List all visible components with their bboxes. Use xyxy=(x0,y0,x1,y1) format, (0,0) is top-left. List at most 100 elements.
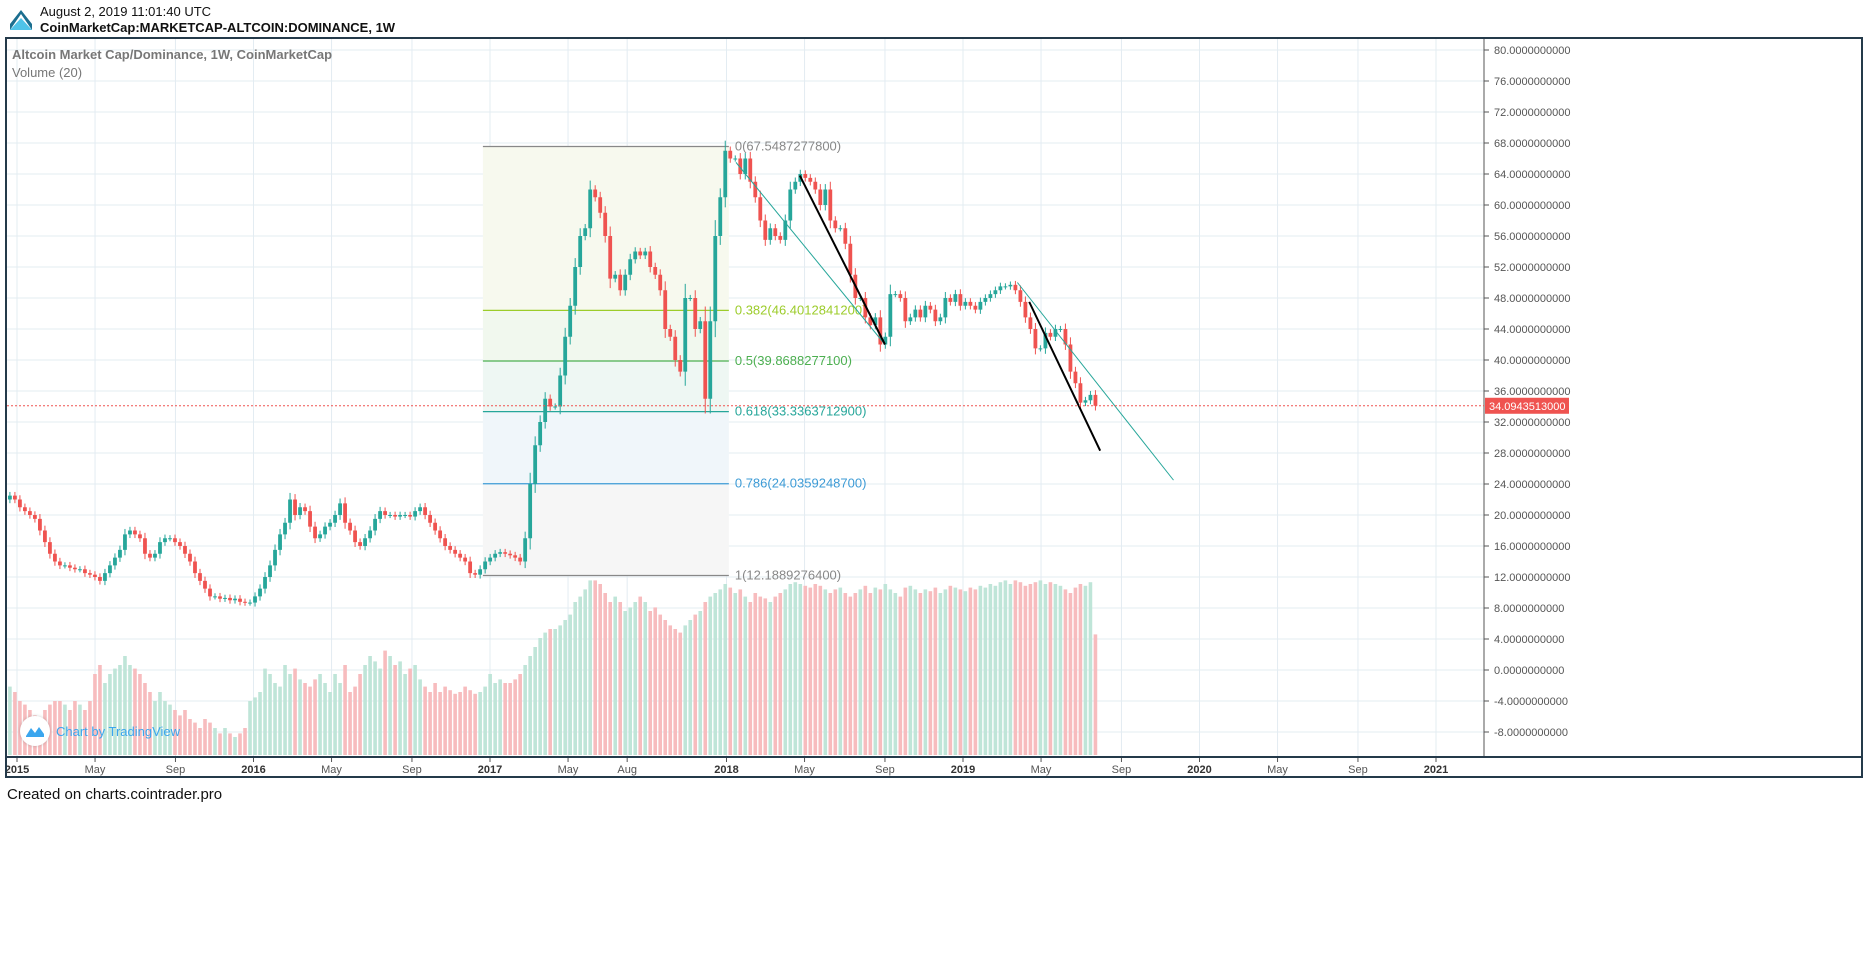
volume-bar xyxy=(1033,582,1038,755)
candle-body xyxy=(733,158,738,160)
volume-bar xyxy=(83,710,87,755)
volume-bar xyxy=(838,587,843,755)
candle-body xyxy=(443,538,448,546)
candle-body xyxy=(158,542,162,554)
volume-bar xyxy=(533,647,537,755)
price-tick-label: 28.0000000000 xyxy=(1494,448,1570,460)
candle-body xyxy=(963,301,968,306)
volume-bar xyxy=(238,733,242,755)
candle-body xyxy=(613,274,618,279)
candle-body xyxy=(788,189,793,221)
volume-bar xyxy=(513,679,517,755)
price-tick-label: 12.0000000000 xyxy=(1494,572,1570,584)
volume-bar xyxy=(543,632,547,755)
candle-body xyxy=(983,298,988,302)
volume-bar xyxy=(368,656,372,755)
candle-body xyxy=(333,515,337,523)
candle-body xyxy=(958,294,963,306)
volume-bar xyxy=(658,614,663,755)
candle-body xyxy=(148,553,152,558)
volume-bar xyxy=(653,607,658,755)
volume-bar xyxy=(393,665,397,755)
volume-bar xyxy=(608,602,613,755)
candle-body xyxy=(723,150,728,198)
candle-body xyxy=(903,298,908,322)
candle-body xyxy=(463,557,468,562)
volume-bar xyxy=(1013,580,1018,755)
volume-bar xyxy=(1083,585,1088,755)
volume-bar xyxy=(1003,580,1008,755)
candle-body xyxy=(103,573,107,581)
candle-body xyxy=(293,499,297,515)
candle-body xyxy=(843,228,848,244)
tradingview-watermark[interactable]: Chart by TradingView xyxy=(20,716,180,746)
candle-body xyxy=(343,503,347,523)
candle-body xyxy=(1013,284,1018,291)
volume-bar xyxy=(403,674,407,755)
candle-body xyxy=(633,251,638,260)
candle-body xyxy=(548,398,553,407)
volume-bar xyxy=(918,593,923,755)
volume-bar xyxy=(288,674,292,755)
candle-body xyxy=(38,518,42,531)
volume-bar xyxy=(433,683,437,755)
candle-body xyxy=(603,212,608,236)
volume-bar xyxy=(568,614,572,755)
volume-bar xyxy=(758,596,763,755)
candle-body xyxy=(203,580,207,589)
volume-bar xyxy=(883,584,888,755)
candle-body xyxy=(648,251,653,267)
volume-bar xyxy=(808,587,813,755)
price-tick-label: 44.0000000000 xyxy=(1494,324,1570,336)
candle-body xyxy=(1093,394,1098,406)
candle-body xyxy=(1018,290,1023,302)
candle-body xyxy=(618,274,623,291)
candle-body xyxy=(883,336,888,345)
volume-bar xyxy=(938,593,943,755)
candle-body xyxy=(738,158,743,174)
candle-body xyxy=(873,317,878,326)
volume-bar xyxy=(473,693,477,755)
volume-bar xyxy=(1038,580,1043,755)
volume-bar xyxy=(263,668,267,755)
volume-bar xyxy=(228,733,232,755)
tradingview-logo-icon xyxy=(20,716,50,746)
candle-body xyxy=(1083,400,1088,403)
candle-body xyxy=(168,538,172,540)
candle-body xyxy=(483,561,488,570)
volume-bar xyxy=(843,593,848,755)
volume-bar xyxy=(58,701,62,755)
volume-bar xyxy=(988,584,993,755)
volume-bar xyxy=(448,690,452,755)
candle-body xyxy=(413,511,418,517)
volume-bar xyxy=(738,589,743,755)
volume-bar xyxy=(1068,593,1073,755)
volume-bar xyxy=(998,582,1003,755)
candle-body xyxy=(568,305,573,337)
volume-bar xyxy=(133,668,137,755)
candle-body xyxy=(888,294,893,337)
candle-body xyxy=(988,294,993,298)
price-tick-label: 80.0000000000 xyxy=(1494,45,1570,57)
volume-bar xyxy=(313,679,317,755)
price-tick-label: 16.0000000000 xyxy=(1494,541,1570,553)
volume-bar xyxy=(188,719,192,755)
volume-bar xyxy=(863,585,868,755)
volume-bar xyxy=(348,692,352,755)
candle-body xyxy=(683,298,688,372)
candle-body xyxy=(628,259,633,275)
candle-body xyxy=(638,251,643,256)
volume-bar xyxy=(903,587,908,755)
volume-bar xyxy=(858,589,863,755)
candle-body xyxy=(423,507,428,515)
volume-bar xyxy=(248,701,252,755)
candle-body xyxy=(243,601,247,603)
volume-bar xyxy=(518,674,522,755)
volume-bar xyxy=(923,589,928,755)
volume-bar xyxy=(8,686,12,755)
volume-bar xyxy=(1088,582,1093,755)
volume-bar xyxy=(648,611,653,755)
volume-bar xyxy=(553,629,557,755)
price-axis: 80.0000000000 76.0000000000 72.0000000000 6… xyxy=(1483,39,1570,757)
